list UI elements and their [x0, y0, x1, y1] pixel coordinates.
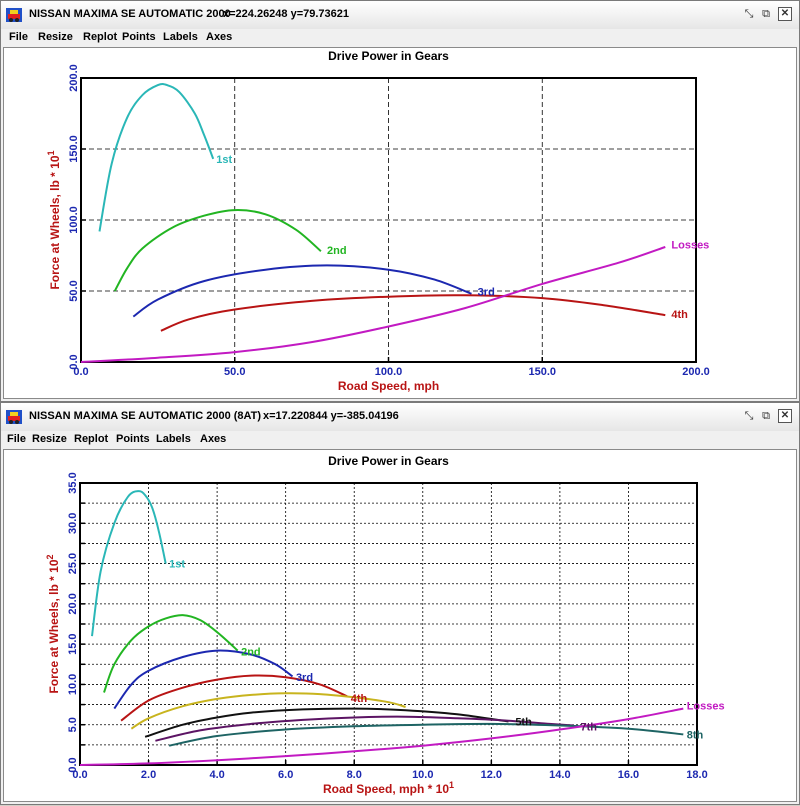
x-tick-label: 12.0: [481, 769, 502, 781]
chart-title: Drive Power in Gears: [328, 49, 449, 63]
close-icon[interactable]: ✕: [778, 409, 792, 423]
window-upper: NISSAN MAXIMA SE AUTOMATIC 2000 x=224.26…: [0, 0, 800, 402]
x-tick-label: 8.0: [347, 769, 362, 781]
close-icon[interactable]: ✕: [778, 7, 792, 21]
y-tick-label: 30.0: [67, 513, 79, 534]
minimize-icon[interactable]: ⤡: [744, 8, 754, 20]
y-tick-label: 20.0: [67, 593, 79, 614]
menu-labels[interactable]: Labels: [163, 31, 198, 43]
title-bar[interactable]: NISSAN MAXIMA SE AUTOMATIC 2000 x=224.26…: [1, 1, 799, 30]
series-line-losses: [79, 707, 684, 766]
y-tick-label: 150.0: [68, 135, 80, 163]
y-axis-label: Force at Wheels, lb * 101: [46, 150, 62, 289]
x-tick-label: 4.0: [209, 769, 224, 781]
menu-bar: File Resize Replot Points Labels Axes: [1, 431, 799, 449]
x-tick-label: 150.0: [528, 366, 556, 378]
series-label-7th: 7th: [580, 721, 597, 733]
series-line-5th: [130, 692, 406, 730]
minimize-icon[interactable]: ⤡: [744, 410, 754, 422]
x-tick-label: 0.0: [73, 366, 88, 378]
series-label-4th: 4th: [351, 693, 368, 705]
y-tick-label: 0.0: [67, 757, 79, 772]
series-line-3rd: [113, 649, 294, 710]
y-tick-label: 5.0: [67, 717, 79, 732]
y-tick-label: 100.0: [68, 206, 80, 234]
x-axis-label: Road Speed, mph: [338, 379, 439, 393]
menu-resize[interactable]: Resize: [32, 433, 67, 445]
y-tick-label: 35.0: [67, 472, 79, 493]
window-lower: NISSAN MAXIMA SE AUTOMATIC 2000 (8AT) x=…: [0, 402, 800, 805]
x-tick-label: 2.0: [141, 769, 156, 781]
window-title: NISSAN MAXIMA SE AUTOMATIC 2000: [29, 8, 231, 20]
x-axis-label: Road Speed, mph * 101: [323, 780, 454, 796]
y-axis-label: Force at Wheels, lb * 102: [45, 554, 61, 693]
menu-axes[interactable]: Axes: [200, 433, 227, 445]
maximize-icon[interactable]: ⧉: [762, 410, 770, 422]
y-tick-label: 15.0: [67, 633, 79, 654]
series-label-5th: 5th: [515, 717, 532, 729]
series-label-3rd: 3rd: [296, 672, 313, 684]
plot-area[interactable]: Drive Power in Gears 0.0 50.0 100.0 150.0 200…: [3, 47, 797, 399]
app-logo-icon: [6, 8, 22, 22]
menu-replot[interactable]: Replot: [74, 433, 109, 445]
y-axis-label-exponent: 1: [46, 150, 56, 155]
series-line-losses: [80, 246, 666, 363]
x-tick-label: 14.0: [549, 769, 570, 781]
y-tick-label: 50.0: [68, 280, 80, 301]
title-bar[interactable]: NISSAN MAXIMA SE AUTOMATIC 2000 (8AT) x=…: [1, 403, 799, 432]
menu-points[interactable]: Points: [122, 31, 156, 43]
plot-area[interactable]: Drive Power in Gears 0.0 2.0 4.0 6.0 8.0 10.0 1…: [3, 449, 797, 802]
cursor-coordinates: x=17.220844 y=-385.04196: [263, 410, 399, 422]
x-tick-label: 18.0: [686, 769, 707, 781]
series-line-6th: [144, 707, 509, 738]
menu-labels[interactable]: Labels: [156, 433, 191, 445]
x-tick-label: 16.0: [618, 769, 639, 781]
x-tick-label: 200.0: [682, 366, 710, 378]
menu-points[interactable]: Points: [116, 433, 150, 445]
maximize-icon[interactable]: ⧉: [762, 8, 770, 20]
chart-title: Drive Power in Gears: [328, 454, 449, 468]
series-line-8th: [168, 722, 684, 747]
series-label-losses: Losses: [687, 700, 725, 712]
series-label-1st: 1st: [169, 559, 185, 571]
series-line-3rd: [132, 264, 472, 318]
series-line-1st: [98, 83, 215, 232]
series-label-2nd: 2nd: [327, 245, 347, 257]
y-tick-label: 25.0: [67, 553, 79, 574]
y-tick-label: 10.0: [67, 674, 79, 695]
app-logo-icon: [6, 410, 22, 424]
series-label-3rd: 3rd: [478, 286, 495, 298]
series-line-4th: [120, 674, 348, 722]
series-label-losses: Losses: [671, 239, 709, 251]
menu-file[interactable]: File: [9, 31, 28, 43]
menu-axes[interactable]: Axes: [206, 31, 233, 43]
menu-file[interactable]: File: [7, 433, 26, 445]
x-tick-label: 50.0: [224, 366, 245, 378]
series-line-2nd: [113, 209, 322, 292]
series-line-4th: [160, 294, 666, 332]
y-axis-label-exponent: 2: [45, 554, 55, 559]
y-tick-label: 200.0: [68, 64, 80, 92]
menu-resize[interactable]: Resize: [38, 31, 73, 43]
series-line-1st: [91, 490, 167, 637]
series-label-2nd: 2nd: [241, 646, 261, 658]
series-label-1st: 1st: [216, 154, 232, 166]
series-label-4th: 4th: [671, 309, 688, 321]
menu-bar: File Resize Replot Points Labels Axes: [1, 29, 799, 47]
x-tick-label: 100.0: [375, 366, 403, 378]
window-title: NISSAN MAXIMA SE AUTOMATIC 2000 (8AT): [29, 410, 262, 422]
y-tick-label: 0.0: [68, 354, 80, 369]
x-axis-label-exponent: 1: [449, 780, 454, 790]
series-line-2nd: [103, 614, 239, 693]
menu-replot[interactable]: Replot: [83, 31, 118, 43]
x-tick-label: 10.0: [412, 769, 433, 781]
cursor-coordinates: x=224.26248 y=79.73621: [223, 8, 350, 20]
series-line-7th: [155, 715, 574, 742]
x-tick-label: 0.0: [72, 769, 87, 781]
x-tick-label: 6.0: [278, 769, 293, 781]
series-label-8th: 8th: [687, 729, 704, 741]
